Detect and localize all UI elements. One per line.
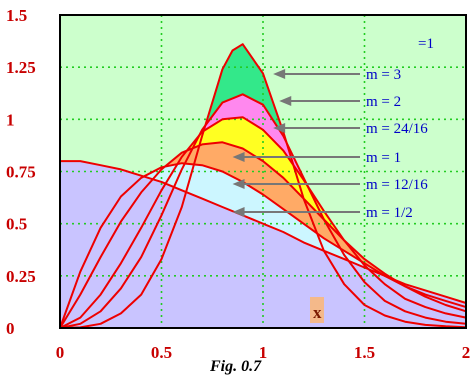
annotation-label-2: m = 24/16	[366, 121, 428, 137]
y-tick-labels: 0 0.25 0.5 0.75 1 1.25 1.5	[6, 6, 36, 338]
y-tick-label-4: 1	[6, 110, 15, 129]
x-axis-label: x	[313, 303, 322, 322]
annotation-labels: m = 3 m = 2 m = 24/16 m = 1 m = 12/16 m = 1/2	[366, 67, 428, 221]
y-tick-label-1: 0.25	[6, 267, 36, 286]
x-tick-label-2: 1	[259, 343, 268, 362]
y-tick-label-6: 1.5	[6, 6, 27, 25]
x-tick-label-3: 1.5	[354, 343, 375, 362]
annotation-label-1: m = 2	[366, 94, 401, 110]
arrow-head-4	[232, 179, 245, 189]
y-tick-label-2: 0.5	[6, 215, 27, 234]
annotation-label-5: m = 1/2	[366, 205, 413, 221]
plot-frame	[59, 14, 467, 329]
series-line-0	[59, 43, 467, 329]
x-label-box	[310, 297, 324, 323]
arrow-head-5	[232, 207, 245, 217]
y-tick-label-3: 0.75	[6, 163, 36, 182]
annotation-label-4: m = 12/16	[366, 177, 428, 193]
x-tick-label-0: 0	[56, 343, 65, 362]
x-tick-labels: 0 0.5 1 1.5 2	[56, 343, 470, 362]
series-line-2	[59, 116, 467, 329]
series-line-1	[59, 93, 467, 329]
series-curves	[59, 43, 467, 329]
y-tick-label-5: 1.25	[6, 58, 36, 77]
arrow-head-2	[273, 123, 286, 133]
series-line-4	[59, 162, 467, 329]
annotation-label-3: m = 1	[366, 150, 401, 166]
corner-label: =1	[418, 36, 434, 52]
annotation-arrows	[232, 69, 360, 217]
arrow-head-1	[279, 96, 292, 106]
y-tick-label-0: 0	[6, 319, 15, 338]
annotation-label-0: m = 3	[366, 67, 401, 83]
figure-caption: Fig. 0.7	[209, 358, 262, 375]
x-tick-label-1: 0.5	[151, 343, 172, 362]
series-line-5	[60, 160, 467, 304]
arrow-head-3	[232, 152, 245, 162]
arrow-head-0	[273, 69, 286, 79]
x-tick-label-4: 2	[462, 343, 470, 362]
